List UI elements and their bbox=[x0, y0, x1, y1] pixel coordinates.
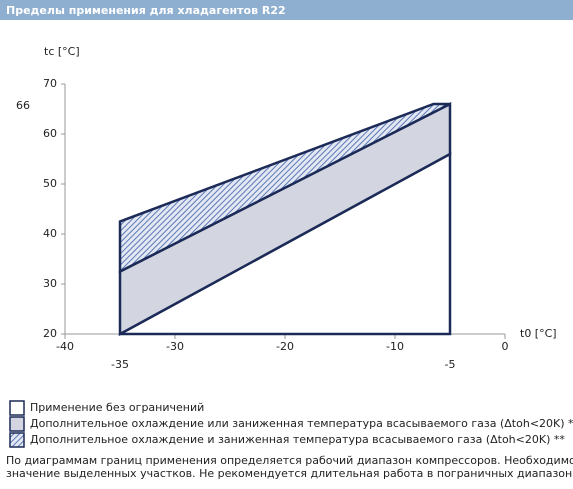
x-axis-label: t0 [°C] bbox=[520, 327, 557, 340]
x-tick-label: -10 bbox=[386, 340, 404, 353]
marked-x-label: -35 bbox=[111, 358, 129, 371]
y-tick-label: 40 bbox=[43, 227, 57, 240]
legend-label: Применение без ограничений bbox=[30, 401, 204, 414]
x-tick-label: -40 bbox=[56, 340, 74, 353]
x-tick-label: -20 bbox=[276, 340, 294, 353]
legend-swatch bbox=[9, 400, 25, 416]
legend-label: Дополнительное охлаждение или заниженная… bbox=[30, 417, 573, 430]
y-tick-label: 30 bbox=[43, 277, 57, 290]
y-tick-label: 60 bbox=[43, 127, 57, 140]
x-tick-label: 0 bbox=[502, 340, 509, 353]
note-line: По диаграммам границ применения определя… bbox=[6, 454, 573, 467]
legend-swatch bbox=[9, 432, 25, 448]
header-title: Пределы применения для хладагентов R22 bbox=[6, 4, 286, 17]
region bbox=[118, 102, 451, 274]
y-tick-label: 70 bbox=[43, 77, 57, 90]
x-tick-label: -30 bbox=[166, 340, 184, 353]
legend-label: Дополнительное охлаждение и заниженная т… bbox=[30, 433, 565, 446]
marked-x-label: -5 bbox=[445, 358, 456, 371]
y-tick-label: 20 bbox=[43, 327, 57, 340]
y-axis-label: tc [°C] bbox=[44, 45, 80, 58]
y-tick-label: 50 bbox=[43, 177, 57, 190]
marked-y-label: 66 bbox=[16, 99, 30, 112]
plot: -40 -30 -20 -10 0 20 30 40 50 60 70 -35 -5 66 bbox=[16, 77, 509, 371]
note-line: значение выделенных участков. Не рекомен… bbox=[6, 467, 573, 480]
legend-swatch bbox=[9, 416, 25, 432]
header-bar bbox=[0, 0, 573, 20]
